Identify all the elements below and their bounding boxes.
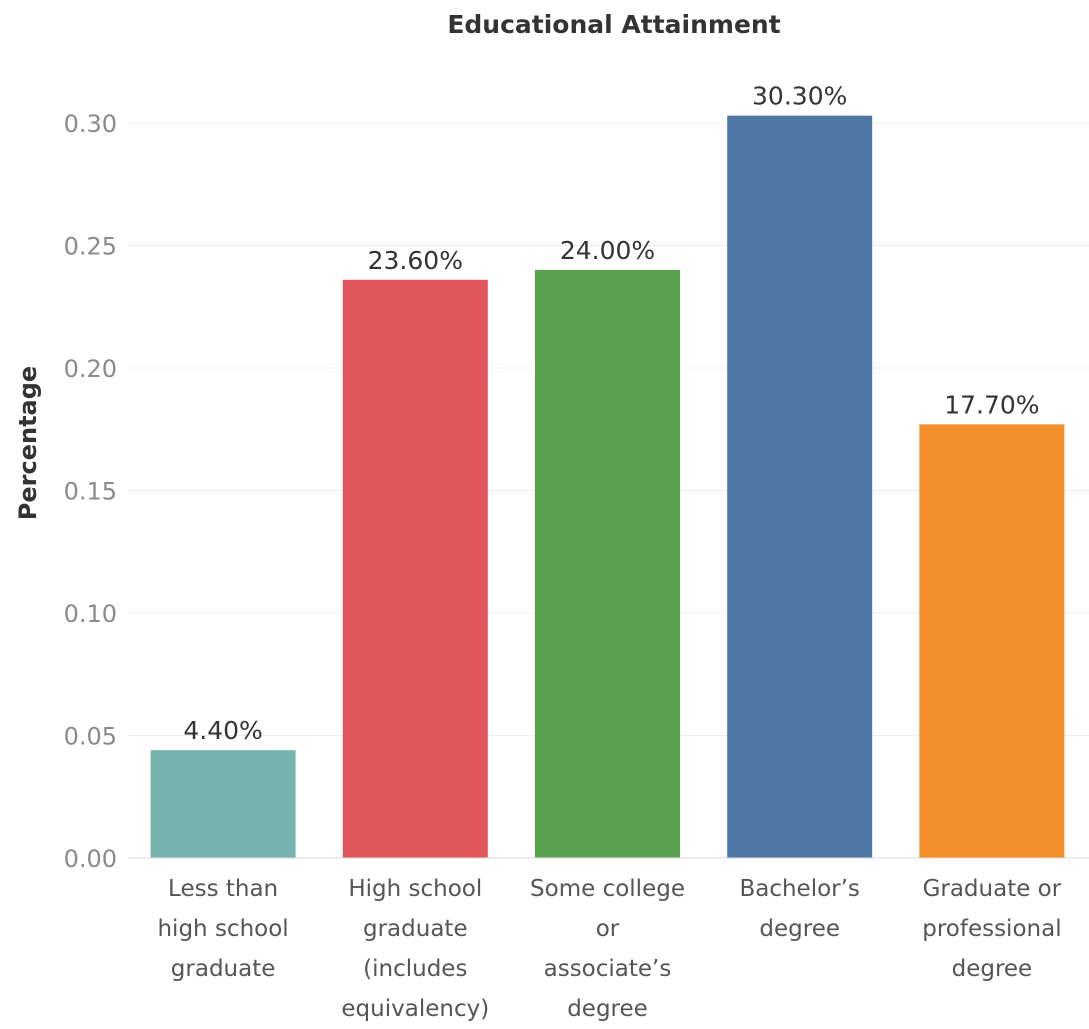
y-tick-label: 0.10: [64, 600, 117, 628]
y-axis-label: Percentage: [14, 366, 42, 520]
y-tick-label: 0.30: [64, 110, 117, 138]
data-label: 4.40%: [183, 716, 262, 745]
y-tick-label: 0.25: [64, 233, 117, 261]
y-tick-label: 0.05: [64, 723, 117, 751]
x-tick-label: associate’s: [544, 956, 672, 982]
x-tick-label: degree: [567, 996, 648, 1022]
x-tick-label: equivalency): [341, 996, 489, 1022]
data-label: 30.30%: [752, 82, 847, 111]
y-tick-label: 0.15: [64, 478, 117, 506]
x-tick-label: high school: [157, 916, 288, 942]
y-tick-label: 0.20: [64, 355, 117, 383]
x-tick-label: or: [596, 916, 620, 942]
data-label: 17.70%: [944, 390, 1039, 419]
x-tick-label: Less than: [168, 876, 278, 902]
x-tick-label: degree: [952, 956, 1033, 982]
bar: [919, 424, 1065, 858]
x-axis-ticks: Less than high school graduate High school g…: [157, 876, 1061, 1022]
y-tick-label: 0.00: [64, 845, 117, 873]
x-tick-label: Bachelor’s: [739, 876, 859, 902]
bar: [727, 115, 873, 858]
data-label: 23.60%: [368, 246, 463, 275]
x-tick-label: Graduate or: [923, 876, 1062, 902]
bar: [535, 270, 680, 858]
bars: [150, 115, 1065, 858]
x-tick-label: professional: [922, 916, 1061, 942]
chart-title: Educational Attainment: [447, 10, 780, 39]
data-labels: 4.40% 23.60% 24.00% 30.30% 17.70%: [183, 82, 1039, 746]
x-tick-label: (includes: [363, 956, 467, 982]
x-tick-label: graduate: [171, 956, 276, 982]
x-tick-label: graduate: [363, 916, 468, 942]
data-label: 24.00%: [560, 236, 655, 265]
x-tick-label: Some college: [530, 876, 685, 902]
bar: [342, 279, 488, 858]
x-tick-label: High school: [348, 876, 482, 902]
x-tick-label: degree: [759, 916, 840, 942]
bar: [150, 750, 296, 858]
y-axis-ticks: 0.00 0.05 0.10 0.15 0.20 0.25 0.30: [64, 110, 117, 873]
